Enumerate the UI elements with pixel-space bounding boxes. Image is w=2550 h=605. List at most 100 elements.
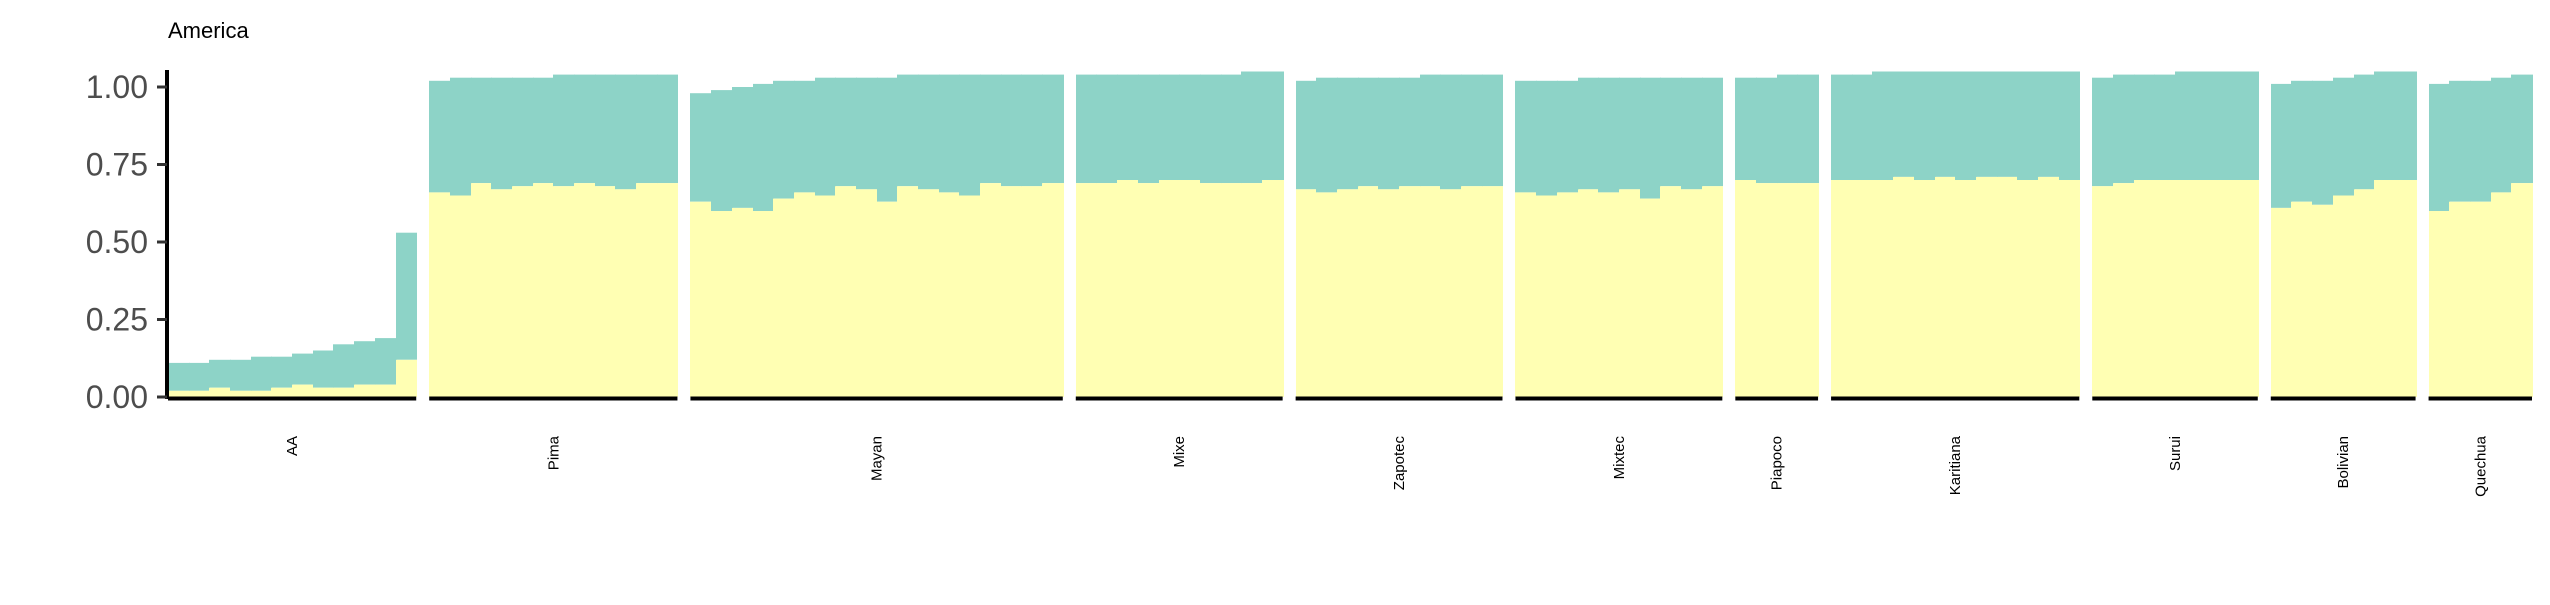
bar-upper-segment [1893,71,1915,177]
bar-lower-segment [2429,211,2450,397]
group-label: Bolivian [2335,436,2352,489]
bar-upper-segment [835,77,857,187]
bar-upper-segment [2491,77,2512,193]
bar-lower-segment [2216,180,2238,397]
bar-lower-segment [1042,183,1064,397]
bar-lower-segment [533,183,554,397]
bar-upper-segment [2038,71,2060,177]
group-label: Karitiana [1947,435,1964,495]
bar-lower-segment [1955,180,1977,397]
bar-upper-segment [450,77,472,196]
bar-lower-segment [471,183,492,397]
bar-upper-segment [429,80,451,193]
bar-upper-segment [939,74,960,193]
bar-lower-segment [2374,180,2396,397]
bar-lower-segment [1262,180,1284,397]
y-tick-label: 0.25 [86,302,148,338]
bar-lower-segment [1076,183,1097,397]
bar-lower-segment [396,359,417,397]
bar-lower-segment [1179,180,1201,397]
bar-upper-segment [711,90,733,211]
bar-upper-segment [959,74,981,196]
group-label: Mixe [1171,436,1188,468]
bar-upper-segment [1831,74,1853,180]
bar-upper-segment [1797,74,1819,184]
bar-upper-segment [313,350,334,388]
bar-upper-segment [1138,74,1160,184]
bar-lower-segment [1893,176,1915,397]
group-label: AA [284,436,301,456]
bar-lower-segment [1735,180,1757,397]
bar-upper-segment [2374,71,2396,180]
bar-lower-segment [1914,180,1936,397]
bar-upper-segment [1461,74,1483,187]
y-tick-label: 0.50 [86,224,148,260]
bar-lower-segment [1241,183,1263,397]
y-tick-label: 0.75 [86,147,148,183]
bar-upper-segment [2196,71,2217,180]
bar-lower-segment [615,189,637,397]
bar-upper-segment [980,74,1002,184]
bar-upper-segment [1976,71,1998,177]
bars-layer [168,71,2533,397]
bar-upper-segment [1316,77,1338,193]
bar-lower-segment [1159,180,1180,397]
bar-upper-segment [1914,71,1936,180]
bar-upper-segment [1852,74,1873,180]
bar-lower-segment [189,390,210,397]
group-label: Mayan [869,436,886,481]
bar-upper-segment [2333,77,2355,196]
bar-upper-segment [2470,80,2492,202]
bar-lower-segment [2237,180,2259,397]
bar-upper-segment [271,356,293,388]
bar-lower-segment [1702,186,1723,397]
bar-lower-segment [1515,192,1537,397]
bar-upper-segment [1001,74,1022,187]
bar-lower-segment [251,390,272,397]
bar-lower-segment [2395,180,2417,397]
bar-lower-segment [1997,176,2018,397]
bar-upper-segment [2175,71,2197,180]
bar-lower-segment [450,195,472,397]
bar-lower-segment [2134,180,2155,397]
bar-lower-segment [2491,192,2512,397]
bar-lower-segment [636,183,658,397]
bar-lower-segment [1557,192,1579,397]
bar-lower-segment [657,183,678,397]
bar-lower-segment [1777,183,1798,397]
bar-lower-segment [2113,183,2135,397]
bar-upper-segment [2429,83,2450,211]
bar-lower-segment [2059,180,2080,397]
bar-lower-segment [574,183,596,397]
bar-upper-segment [1598,77,1620,193]
bar-upper-segment [1358,77,1379,187]
bar-lower-segment [354,384,376,397]
bar-lower-segment [2291,201,2313,397]
bar-upper-segment [1515,80,1537,193]
bar-upper-segment [1872,71,1894,180]
bar-lower-segment [553,186,575,397]
bar-upper-segment [1482,74,1503,187]
bar-lower-segment [690,201,712,397]
y-tick-label: 0.00 [86,379,148,415]
bar-lower-segment [333,387,355,397]
bar-upper-segment [1179,74,1201,180]
bar-upper-segment [1399,77,1421,187]
bar-upper-segment [773,80,795,199]
bar-lower-segment [1681,189,1703,397]
bar-lower-segment [595,186,616,397]
bar-upper-segment [1337,77,1359,190]
bar-upper-segment [1296,80,1317,190]
bar-upper-segment [2059,71,2080,180]
bar-lower-segment [313,387,334,397]
bar-upper-segment [333,344,355,388]
bar-upper-segment [1702,77,1723,187]
bar-lower-segment [2092,186,2114,397]
bar-upper-segment [856,77,878,190]
bar-lower-segment [897,186,919,397]
bar-upper-segment [1096,74,1118,184]
bar-upper-segment [1777,74,1798,184]
bar-upper-segment [2216,71,2238,180]
bar-lower-segment [1420,186,1441,397]
bar-lower-segment [1221,183,1242,397]
